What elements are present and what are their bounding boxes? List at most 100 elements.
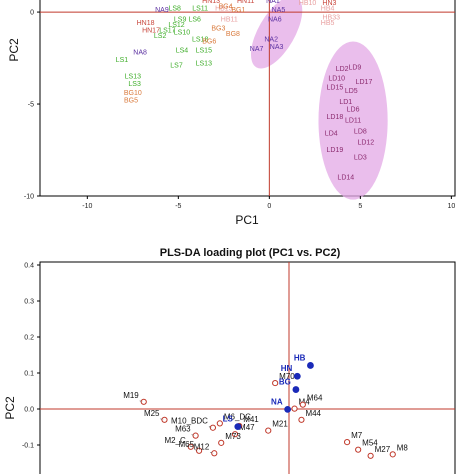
score-point-label: LD17 bbox=[356, 79, 373, 86]
top-x-tick-label: 0 bbox=[267, 203, 271, 210]
score-point-label: NA2 bbox=[264, 37, 278, 44]
score-point-label: LS2 bbox=[154, 33, 167, 40]
loading-variable-point bbox=[298, 416, 305, 423]
score-point-label: LD5 bbox=[345, 88, 358, 95]
score-point-label: HN13 bbox=[202, 0, 220, 5]
loading-variable-label: M7 bbox=[351, 431, 363, 440]
bottom-plot-frame bbox=[39, 261, 456, 474]
loading-variable-label: M27 bbox=[375, 445, 391, 454]
score-point-label: LS13 bbox=[196, 61, 212, 68]
score-point-label: LS18 bbox=[192, 37, 208, 44]
loading-variable-point bbox=[187, 443, 194, 450]
score-point-label: LD14 bbox=[337, 175, 354, 182]
score-point-label: BG5 bbox=[124, 97, 138, 104]
leader-line bbox=[194, 449, 199, 452]
loading-variable-point bbox=[355, 446, 362, 453]
leader-line bbox=[139, 400, 143, 403]
score-point-label: LD9 bbox=[348, 64, 361, 71]
score-point-label: LD18 bbox=[327, 114, 344, 121]
score-point-label: NA1 bbox=[266, 0, 280, 5]
bottom-chart-title: PLS-DA loading plot (PC1 vs. PC2) bbox=[160, 247, 341, 259]
score-point-label: HN17 bbox=[142, 27, 160, 34]
top-x-tick-label: -10 bbox=[82, 203, 92, 210]
class-centroid-label: BG bbox=[279, 378, 291, 387]
leader-line bbox=[208, 426, 213, 429]
leader-line bbox=[186, 445, 190, 448]
loading-variable-label: M8 bbox=[397, 443, 409, 452]
loading-variable-label: M73 bbox=[225, 432, 241, 441]
pca-score-plot: HN16HN14HN11NA1HN6NA4HN9HN3HB2HB4HB10HB3… bbox=[7, 0, 456, 227]
top-reference-lines bbox=[40, 0, 455, 196]
score-point-label: LS4 bbox=[176, 48, 189, 55]
loading-variable-point bbox=[192, 432, 199, 439]
class-centroid-label: LS bbox=[223, 415, 234, 424]
bottom-y-tick-label: 0.4 bbox=[24, 263, 34, 270]
loading-variable-label: M21 bbox=[272, 420, 288, 429]
bottom-y-tick-label: 0.0 bbox=[24, 407, 34, 414]
confidence-ellipse-1 bbox=[250, 0, 303, 69]
loading-variable-label: M70 bbox=[279, 372, 295, 381]
score-point-label: LS11 bbox=[192, 5, 208, 12]
bottom-reference-lines bbox=[40, 262, 455, 474]
score-point-label: HN11 bbox=[237, 0, 254, 5]
top-points: HN16HN14HN11NA1HN6NA4HN9HN3HB2HB4HB10HB3… bbox=[116, 0, 375, 182]
bottom-y-tick-label: 0.3 bbox=[24, 299, 34, 306]
score-point-label: HB5 bbox=[321, 20, 335, 27]
score-point-label: NA9 bbox=[155, 7, 169, 14]
score-point-label: HN3 bbox=[322, 0, 336, 7]
loading-variable-label: M12 bbox=[194, 442, 210, 451]
class-centroid-label: NA bbox=[271, 397, 283, 406]
loading-variable-label: M41 bbox=[243, 415, 259, 424]
score-point-label: NA6 bbox=[268, 16, 282, 23]
loading-variable-point bbox=[140, 398, 147, 405]
score-point-label: NA7 bbox=[250, 46, 264, 53]
class-centroid-point bbox=[292, 386, 300, 393]
score-point-label: BG4 bbox=[219, 4, 233, 11]
loading-variable-point bbox=[161, 416, 168, 423]
score-point-label: LD1 bbox=[339, 99, 352, 106]
top-x-tick-label: 5 bbox=[358, 203, 362, 210]
loading-variable-point bbox=[209, 424, 217, 431]
score-point-label: LS12 bbox=[168, 22, 184, 29]
score-point-label: LS6 bbox=[188, 16, 201, 23]
bottom-y-tick-label: 0.2 bbox=[24, 335, 34, 342]
loading-variable-point bbox=[218, 439, 225, 446]
loading-variable-point bbox=[367, 452, 374, 459]
score-point-label: HN18 bbox=[137, 20, 155, 27]
score-point-label: BG6 bbox=[202, 39, 216, 46]
top-y-axis-label: PC2 bbox=[7, 38, 21, 62]
loading-variable-point bbox=[291, 405, 298, 412]
loading-variable-label: M19 bbox=[123, 391, 139, 400]
bottom-y-tick-label: 0.1 bbox=[24, 371, 34, 378]
loading-variable-point bbox=[344, 439, 351, 446]
top-x-tick-label: -5 bbox=[175, 203, 181, 210]
score-point-label: HB11 bbox=[221, 16, 238, 23]
score-point-label: LD4 bbox=[325, 130, 338, 137]
score-point-label: LS15 bbox=[196, 48, 212, 55]
loading-variable-label: M6_DC bbox=[224, 412, 251, 421]
bottom-y-tick-label: -0.1 bbox=[22, 443, 34, 450]
score-point-label: LD6 bbox=[347, 107, 360, 114]
class-centroid-point bbox=[234, 423, 242, 431]
top-ellipses bbox=[250, 0, 388, 200]
top-x-axis-label: PC1 bbox=[235, 213, 259, 227]
score-point-label: LS3 bbox=[128, 81, 141, 88]
loading-variable-point bbox=[216, 420, 223, 427]
score-point-label: LS13 bbox=[125, 73, 141, 80]
top-ticks: -10 -5 0 5 10 0 -5 -10 bbox=[24, 10, 455, 210]
loading-variable-label: M54 bbox=[362, 439, 378, 448]
class-centroid-point bbox=[284, 405, 292, 413]
leader-line bbox=[210, 451, 214, 454]
score-point-label: NA5 bbox=[272, 7, 286, 14]
score-point-label: BG8 bbox=[226, 31, 240, 38]
loading-variable-label: M63 bbox=[175, 425, 191, 434]
score-point-label: NA8 bbox=[133, 50, 147, 57]
loading-variable-point bbox=[195, 447, 203, 454]
score-point-label: LD11 bbox=[345, 118, 361, 125]
loading-variable-point bbox=[389, 451, 396, 458]
loading-variable-label: M44 bbox=[305, 409, 321, 418]
leader-line bbox=[191, 434, 195, 436]
score-point-label: HB15 bbox=[215, 5, 233, 12]
score-point-label: NA3 bbox=[270, 44, 284, 51]
